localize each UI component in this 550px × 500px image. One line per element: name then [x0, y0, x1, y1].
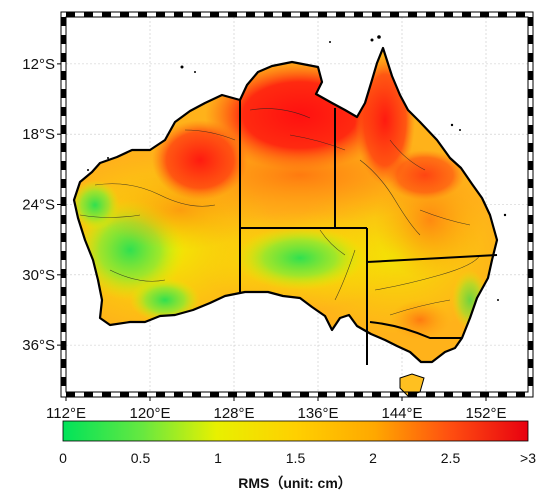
colorbar-tick-label-4: 2	[369, 450, 377, 466]
lon-tick-label-4: 144°E	[381, 405, 422, 422]
river-network	[79, 108, 481, 316]
lon-tick-label-2: 128°E	[213, 405, 254, 422]
colorbar-title: RMS（unit: cm）	[238, 475, 352, 491]
small-islands	[87, 35, 507, 301]
coastline	[72, 46, 499, 364]
lon-tick-label-3: 136°E	[297, 405, 338, 422]
lon-tick-label-0: 112°E	[46, 405, 86, 422]
lat-tick-label-3: 30°S	[22, 267, 55, 284]
lon-tick-label-1: 120°E	[129, 405, 170, 422]
colorbar-tick-label-6: >3	[520, 450, 536, 466]
map-border	[60, 11, 534, 398]
colorbar-tick-label-2: 1	[214, 450, 222, 466]
colorbar-tick-label-3: 1.5	[286, 450, 306, 466]
longitude-ticks: 112°E 120°E 128°E 136°E 144°E 152°E	[46, 397, 507, 422]
australia-landmass	[72, 35, 507, 397]
lat-tick-label-2: 24°S	[22, 197, 55, 214]
colorbar-gradient	[62, 420, 529, 442]
colorbar-tick-label-1: 0.5	[131, 450, 151, 466]
lon-tick-label-5: 152°E	[465, 405, 506, 422]
lat-tick-label-0: 12°S	[22, 56, 55, 73]
colorbar: 0 0.5 1 1.5 2 2.5 >3 RMS（unit: cm）	[59, 420, 536, 491]
state-borders	[239, 100, 498, 365]
lat-tick-label-4: 36°S	[22, 337, 55, 354]
colorbar-tick-label-0: 0	[59, 450, 67, 466]
lat-tick-label-1: 18°S	[22, 126, 55, 143]
colorbar-tick-label-5: 2.5	[441, 450, 461, 466]
colorbar-ticks: 0 0.5 1 1.5 2 2.5 >3	[59, 450, 536, 466]
latitude-ticks: 12°S 18°S 24°S 30°S 36°S	[22, 56, 61, 354]
